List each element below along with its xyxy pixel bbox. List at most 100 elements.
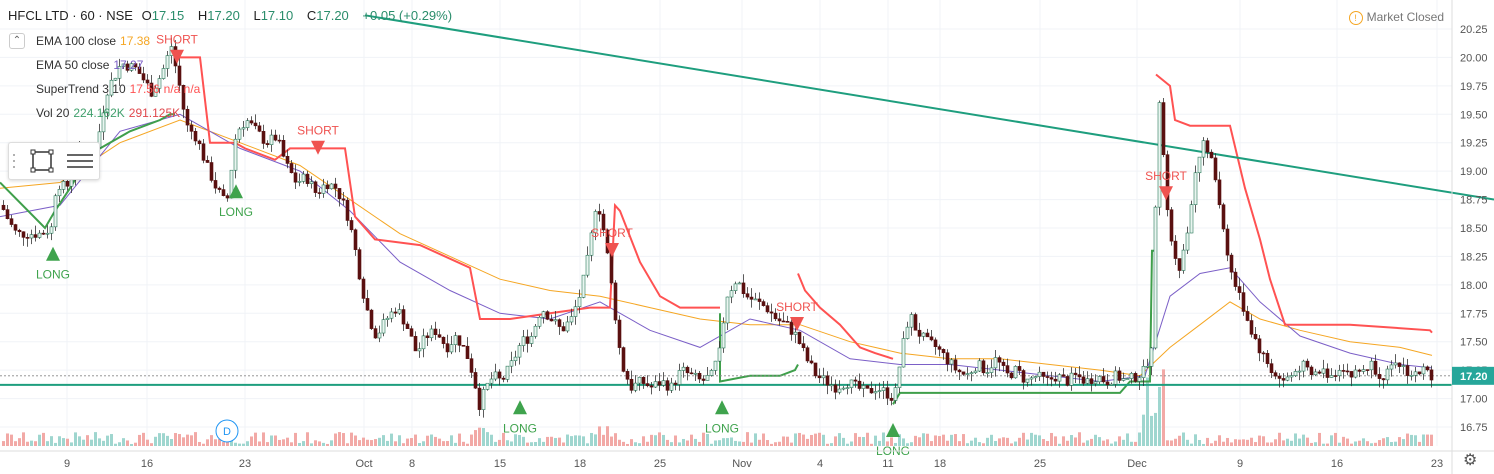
candle-body (525, 336, 530, 344)
volume-bar (502, 432, 505, 446)
candle-body (1413, 371, 1418, 376)
volume-bar (382, 435, 385, 446)
supertrend-line (892, 249, 1156, 405)
candle-body (1113, 370, 1118, 385)
legend-ema100[interactable]: EMA 100 close 17.38 (36, 34, 150, 48)
long-arrow (513, 400, 527, 415)
volume-bar (554, 437, 557, 446)
candle-body (1133, 373, 1138, 382)
volume-bar (154, 436, 157, 446)
legend-supertrend[interactable]: SuperTrend 3 10 17.56 n/a n/a (36, 82, 200, 96)
y-tick-label: 18.75 (1460, 195, 1488, 207)
short-label: SHORT (156, 33, 198, 47)
x-tick-label: Nov (732, 458, 752, 470)
candle-body (1053, 378, 1058, 382)
y-tick-label: 19.50 (1460, 109, 1488, 121)
candle-body (109, 79, 114, 96)
volume-bar (606, 426, 609, 446)
candle-body (649, 385, 654, 388)
volume-bar (1130, 441, 1133, 446)
volume-bar (546, 436, 549, 446)
volume-bar (186, 434, 189, 446)
volume-bar (358, 440, 361, 446)
candle-body (181, 85, 186, 110)
volume-bar (634, 442, 637, 446)
rectangle-tool-icon[interactable] (30, 149, 54, 173)
market-status: ! Market Closed (1348, 10, 1444, 25)
x-tick-label: 16 (141, 458, 153, 470)
candle-body (829, 384, 834, 387)
volume-bar (1142, 414, 1145, 446)
candle-body (197, 140, 202, 145)
candle-body (641, 376, 646, 384)
volume-bar (1406, 433, 1409, 446)
volume-bar (286, 437, 289, 446)
volume-bar (646, 441, 649, 446)
candle-body (189, 124, 194, 132)
volume-bar (1214, 440, 1217, 446)
candle-body (1213, 157, 1218, 181)
candle-body (281, 140, 286, 157)
volume-bar (1226, 437, 1229, 446)
candle-body (433, 328, 438, 335)
candle-body (665, 380, 670, 391)
candle-body (953, 359, 958, 371)
volume-bar (454, 442, 457, 446)
candle-body (1409, 374, 1414, 377)
candle-body (445, 343, 450, 353)
candle-body (37, 232, 42, 238)
volume-bar (202, 443, 205, 446)
candle-body (1353, 369, 1358, 378)
candle-body (1397, 362, 1402, 367)
candle-body (749, 296, 754, 300)
drag-handle-icon[interactable] (13, 154, 15, 168)
candle-body (881, 387, 886, 391)
volume-bars (2, 369, 1433, 446)
volume-bar (1362, 438, 1365, 446)
volume-bar (414, 434, 417, 446)
candle-body (1365, 369, 1370, 371)
legend-volume[interactable]: Vol 20 224.162K 291.125K (36, 106, 180, 120)
volume-bar (102, 440, 105, 446)
candle-body (761, 301, 766, 306)
candle-body (1005, 365, 1010, 374)
volume-bar (486, 432, 489, 446)
volume-bar (842, 437, 845, 446)
candle-body (1305, 360, 1310, 368)
volume-bar (562, 442, 565, 446)
candle-body (713, 360, 718, 371)
last-price-tag (1452, 366, 1494, 385)
volume-bar (854, 433, 857, 446)
volume-bar (1006, 437, 1009, 446)
volume-bar (626, 443, 629, 446)
candle-body (1097, 376, 1102, 383)
candle-body (821, 375, 826, 379)
candle-body (913, 314, 918, 331)
candle-body (1393, 362, 1398, 366)
y-tick-label: 17.50 (1460, 337, 1488, 349)
volume-bar (666, 439, 669, 446)
chevron-up-icon[interactable]: ⌃ (9, 33, 25, 49)
volume-bar (1418, 441, 1421, 446)
volume-bar (1426, 434, 1429, 446)
volume-bar (1282, 440, 1285, 446)
gear-icon[interactable]: ⚙ (1463, 452, 1478, 469)
settings-lines-icon[interactable] (67, 154, 93, 168)
volume-bar (934, 435, 937, 446)
open-value: 17.15 (151, 8, 185, 23)
volume-bar (594, 434, 597, 446)
volume-bar (1270, 442, 1273, 446)
volume-bar (1186, 439, 1189, 446)
volume-bar (1322, 443, 1325, 446)
legend-ema50[interactable]: EMA 50 close 17.27 (36, 58, 143, 72)
candle-body (893, 387, 898, 401)
candle-body (1269, 363, 1274, 373)
candle-body (1425, 366, 1430, 371)
candle-body (981, 360, 986, 374)
volume-bar (182, 437, 185, 446)
candle-body (1037, 371, 1042, 377)
volume-bar (710, 443, 713, 446)
volume-bar (174, 433, 177, 446)
candle-body (29, 234, 34, 239)
